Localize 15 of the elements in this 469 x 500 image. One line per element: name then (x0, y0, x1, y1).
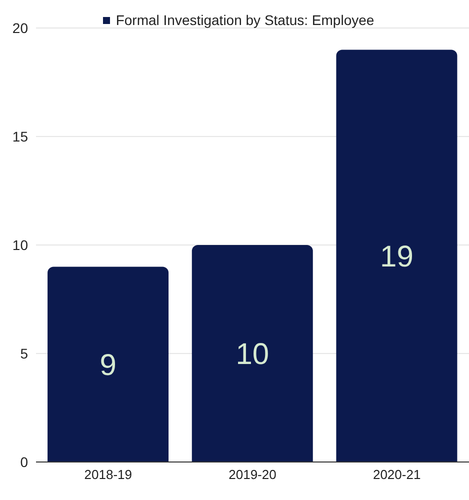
legend-label: Formal Investigation by Status: Employee (114, 12, 374, 28)
bar (192, 245, 313, 462)
y-tick-label: 0 (20, 454, 28, 470)
bar (48, 266, 169, 462)
data-label: 19 (380, 240, 414, 274)
y-tick-label: 5 (20, 345, 28, 362)
y-tick-label: 15 (12, 128, 28, 144)
x-tick-label: 2020-21 (372, 467, 421, 482)
data-label: 10 (236, 338, 270, 372)
x-tick-label: 2019-20 (228, 467, 276, 482)
data-label: 9 (100, 349, 116, 382)
bar (336, 50, 458, 462)
x-tick-label: 2018-19 (84, 467, 132, 482)
y-tick-label: 20 (12, 20, 28, 36)
y-tick-label: 10 (12, 236, 28, 253)
